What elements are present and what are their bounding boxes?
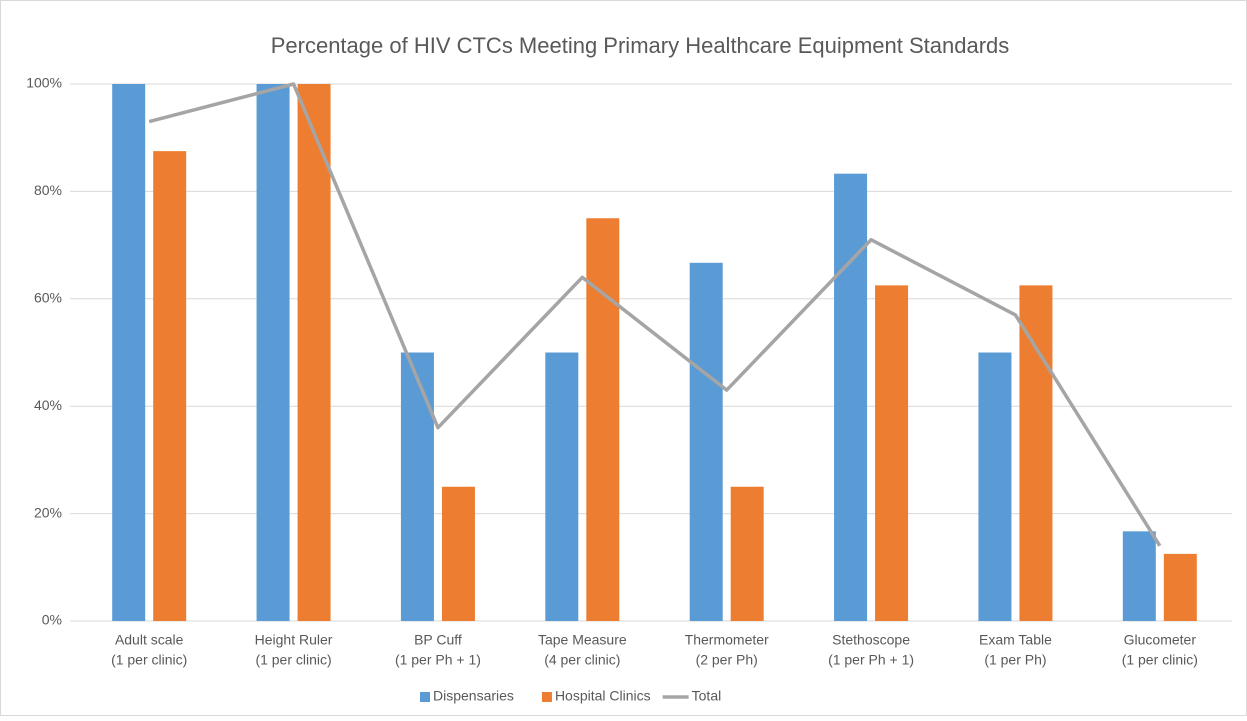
bar	[153, 151, 187, 621]
y-tick-label: 80%	[34, 182, 62, 198]
bar	[441, 486, 475, 621]
x-tick-label: Exam Table	[979, 632, 1052, 648]
y-tick-label: 0%	[42, 612, 62, 628]
bar	[586, 218, 620, 621]
x-tick-label: (1 per Ph + 1)	[828, 652, 914, 668]
line	[148, 82, 1162, 547]
x-tick-label: Height Ruler	[255, 632, 333, 648]
x-tick-label: (1 per Ph + 1)	[395, 652, 481, 668]
legend-swatch	[541, 692, 552, 702]
x-tick-label: (2 per Ph)	[696, 652, 758, 668]
bar	[730, 486, 764, 621]
x-tick-label: Stethoscope	[832, 632, 910, 648]
y-tick-label: 40%	[34, 397, 62, 413]
x-tick-label: Adult scale	[115, 632, 184, 648]
x-tick-label: (4 per clinic)	[544, 652, 620, 668]
bar	[400, 352, 434, 621]
legend-label: Hospital Clinics	[555, 688, 651, 704]
x-tick-label: Tape Measure	[538, 632, 627, 648]
bar	[112, 84, 146, 621]
bar	[1019, 285, 1053, 621]
y-tick-label: 60%	[34, 290, 62, 306]
bar	[1163, 553, 1197, 621]
bar	[875, 285, 909, 621]
x-tick-label: Glucometer	[1124, 632, 1197, 648]
x-tick-label: Thermometer	[685, 632, 769, 648]
x-tick-label: (1 per Ph)	[984, 652, 1046, 668]
x-tick-label: (1 per clinic)	[1122, 652, 1198, 668]
legend-label: Total	[692, 688, 722, 704]
bar	[297, 84, 331, 621]
chart-title: Percentage of HIV CTCs Meeting Primary H…	[271, 33, 1010, 58]
legend-swatch	[420, 692, 430, 702]
x-tick-label: BP Cuff	[414, 632, 462, 648]
bar	[978, 352, 1012, 621]
x-tick-label: (1 per clinic)	[111, 652, 187, 668]
bar	[834, 173, 868, 621]
bar	[1122, 531, 1156, 621]
bar	[689, 262, 723, 621]
bar	[256, 84, 290, 621]
y-tick-label: 20%	[34, 504, 62, 520]
y-tick-label: 100%	[26, 75, 62, 91]
bar	[545, 352, 579, 621]
legend-label: Dispensaries	[433, 688, 514, 704]
x-tick-label: (1 per clinic)	[255, 652, 331, 668]
